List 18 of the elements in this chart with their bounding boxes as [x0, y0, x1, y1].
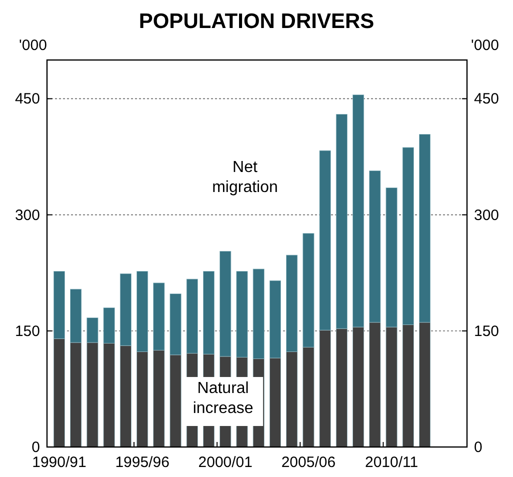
y-axis-title: '000 [19, 37, 47, 54]
x-tick-label: 1995/96 [115, 454, 170, 471]
y-tick-label: 150 [14, 322, 40, 340]
y2-tick-label: 450 [474, 90, 500, 108]
text: Net migration [212, 159, 278, 196]
y2-tick-label: 150 [474, 322, 500, 340]
chart-title: POPULATION DRIVERS [138, 10, 374, 33]
y2-tick-label: 0 [474, 439, 482, 456]
y-tick-label: 300 [14, 206, 40, 224]
y2-tick-label: 300 [474, 206, 500, 224]
x-tick-label: 2000/01 [198, 454, 252, 471]
y2-axis-title: '000 [471, 37, 499, 54]
series-label: Natural increase [192, 380, 254, 417]
y-tick-label: 0 [32, 439, 40, 456]
x-tick-label: 2005/06 [281, 454, 336, 471]
x-tick-label: 2010/11 [364, 454, 418, 471]
y-tick-label: 450 [14, 90, 40, 108]
x-tick-label: 1990/91 [32, 454, 86, 471]
